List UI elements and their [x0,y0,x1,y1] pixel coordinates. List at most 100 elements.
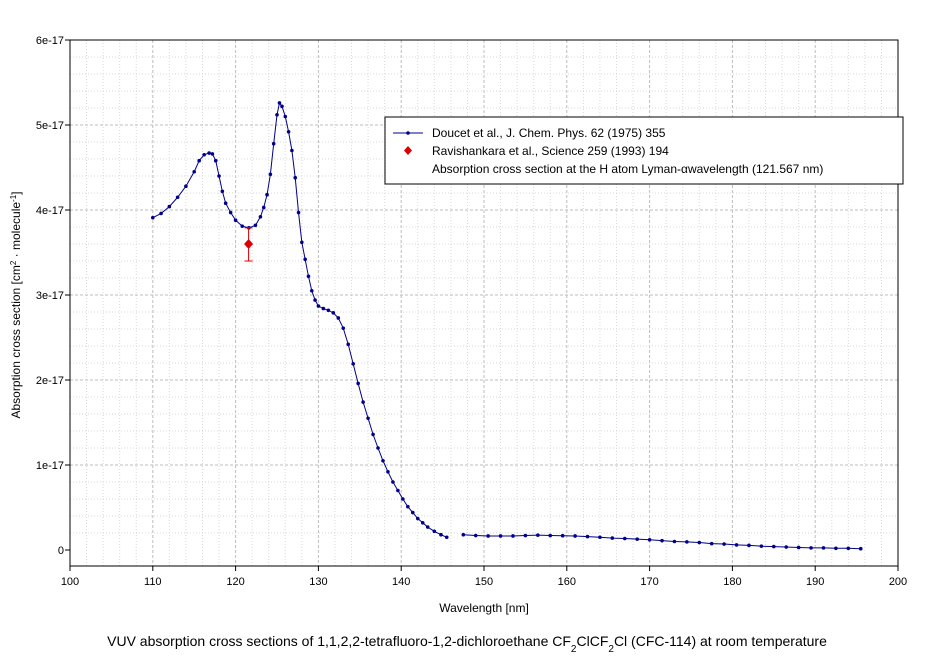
legend-box [384,116,904,185]
legend-label-ravishankara: Ravishankara et al., Science 259 (1993) … [432,144,669,158]
x-tick-label: 180 [723,576,741,588]
data-point-doucet [560,533,565,538]
data-point-doucet [223,201,228,205]
x-tick-label: 140 [392,576,410,588]
data-point-doucet [396,488,400,493]
data-point-doucet [381,458,385,463]
legend-label-lyman-alpha: Absorption cross section at the H atom L… [432,162,823,176]
data-point-doucet [313,298,317,302]
data-point-doucet [258,215,263,219]
data-point-doucet [747,543,751,548]
data-point-doucet [213,158,218,163]
data-point-doucet [220,189,225,194]
y-tick-label: 1e-17 [36,460,64,472]
data-point-doucet [167,204,172,209]
data-point-doucet [425,525,430,529]
data-point-doucet [151,215,155,220]
data-point-doucet [809,546,813,550]
data-point-doucet [321,306,326,311]
data-point-doucet [598,535,602,540]
data-point-doucet [635,537,639,541]
y-tick-label: 6e-17 [36,35,64,47]
data-point-doucet [439,532,443,537]
data-point-doucet [685,540,689,544]
data-point-doucet [444,535,449,540]
data-point-doucet [672,539,677,544]
x-tick-label: 100 [61,576,79,588]
x-tick-label: 170 [640,576,658,588]
data-point-doucet [159,211,163,216]
data-point-doucet [309,288,314,293]
data-point-doucet [265,192,269,197]
data-point-doucet [210,152,215,156]
data-point-doucet [290,148,294,153]
data-point-doucet [228,210,233,215]
data-point-doucet [432,529,437,534]
x-tick-label: 160 [558,576,576,588]
chart-caption: VUV absorption cross sections of 1,1,2,2… [107,633,827,655]
data-point-doucet [647,538,652,542]
legend-marker-doucet [406,131,410,135]
data-point-doucet [585,534,590,539]
data-point-doucet [734,543,739,547]
data-point-doucet [415,516,420,521]
data-point-doucet [356,381,360,386]
data-point-doucet [498,534,503,538]
data-point-doucet [709,541,714,546]
legend-label-doucet: Doucet et al., J. Chem. Phys. 62 (1975) … [432,126,666,140]
data-point-doucet [306,274,311,279]
legend-marker-ravishankara [404,146,412,155]
data-point-doucet [858,546,863,551]
data-point-doucet [261,205,266,210]
data-point-doucet [386,470,390,474]
data-point-doucet [271,141,276,146]
y-axis-title: Absorption cross section [cm2 · molecule… [9,191,24,418]
data-point-doucet [303,257,307,262]
x-axis-title: Wavelength [nm] [439,601,529,615]
data-point-doucet [660,538,664,543]
x-tick-label: 120 [226,576,244,588]
data-point-doucet [192,169,196,174]
y-tick-label: 3e-17 [36,290,64,302]
data-point-doucet [240,224,245,228]
data-point-doucet [207,151,211,155]
data-point-doucet [280,104,284,109]
data-point-doucet [366,416,370,421]
data-point-doucet [536,533,540,537]
series-layer [151,101,863,551]
x-tick-label: 110 [144,576,162,588]
data-point-doucet [197,158,201,163]
data-point-doucet [300,240,304,245]
data-point-doucet [268,172,273,177]
x-tick-label: 190 [806,576,824,588]
legend: Doucet et al., J. Chem. Phys. 62 (1975) … [384,116,904,185]
x-tick-label: 150 [475,576,493,588]
data-point-doucet [316,304,321,308]
data-point-doucet [184,184,188,188]
data-point-doucet [610,536,615,540]
data-point-doucet [834,546,838,551]
data-point-doucet [346,342,351,347]
data-point-doucet [486,534,490,538]
data-point-doucet [406,504,410,509]
data-point-doucet [722,542,726,546]
data-point-doucet [202,152,206,157]
data-point-doucet [217,174,221,178]
data-point-doucet [371,432,375,437]
data-point-doucet [461,532,466,537]
data-point-doucet [759,544,764,548]
y-tick-label: 5e-17 [36,120,64,132]
y-tick-label: 4e-17 [36,205,64,217]
data-point-doucet [175,195,180,200]
data-point-doucet [233,218,238,222]
data-point-doucet [376,446,380,450]
data-point-doucet [697,540,702,545]
data-point-doucet [548,533,553,538]
data-point-doucet [331,311,336,315]
data-point-doucet [772,544,776,549]
y-tick-label: 0 [58,545,64,557]
data-point-doucet [293,175,298,180]
data-point-doucet [275,113,279,117]
y-axis: 0 1e-17 2e-17 3e-17 4e-17 5e-17 6e-17 [36,35,70,557]
